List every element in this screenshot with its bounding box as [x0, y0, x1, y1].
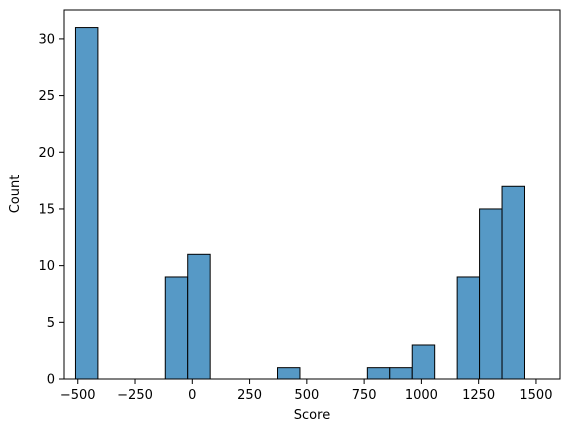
histogram-bar: [277, 367, 301, 380]
x-tick-label: 750: [352, 388, 377, 403]
histogram-bar: [456, 276, 481, 380]
histogram-bar: [164, 276, 189, 380]
plot-frame: [63, 9, 561, 380]
x-tick-label: 1000: [405, 388, 438, 403]
y-tick-label: 10: [38, 259, 55, 274]
y-tick-label: 20: [38, 146, 55, 161]
histogram-bar: [366, 367, 391, 380]
y-axis-label: Count: [8, 175, 23, 214]
histogram-bar: [74, 27, 99, 380]
y-tick-label: 0: [47, 373, 55, 388]
y-tick-label: 5: [47, 316, 55, 331]
histogram-bar: [389, 367, 413, 380]
histogram-bar: [187, 253, 211, 380]
histogram-bar: [501, 185, 525, 380]
x-tick-label: −500: [60, 388, 96, 403]
x-tick-label: 1500: [519, 388, 552, 403]
histogram-bar: [411, 344, 436, 380]
x-axis-label: Score: [294, 408, 330, 423]
x-axis-ticks: −500 −250 0 250 500 750 1000 1250 1500: [60, 379, 552, 403]
x-tick-label: 250: [237, 388, 262, 403]
y-tick-label: 25: [38, 89, 55, 104]
y-tick-label: 15: [38, 202, 55, 217]
x-tick-label: 500: [294, 388, 319, 403]
y-tick-label: 30: [38, 32, 55, 47]
histogram-bars: [74, 27, 525, 380]
histogram-bar: [479, 208, 503, 380]
x-tick-label: 0: [188, 388, 196, 403]
x-tick-label: 1250: [462, 388, 495, 403]
x-tick-label: −250: [117, 388, 153, 403]
y-axis-ticks: 0 5 10 15 20 25 30: [38, 32, 64, 388]
